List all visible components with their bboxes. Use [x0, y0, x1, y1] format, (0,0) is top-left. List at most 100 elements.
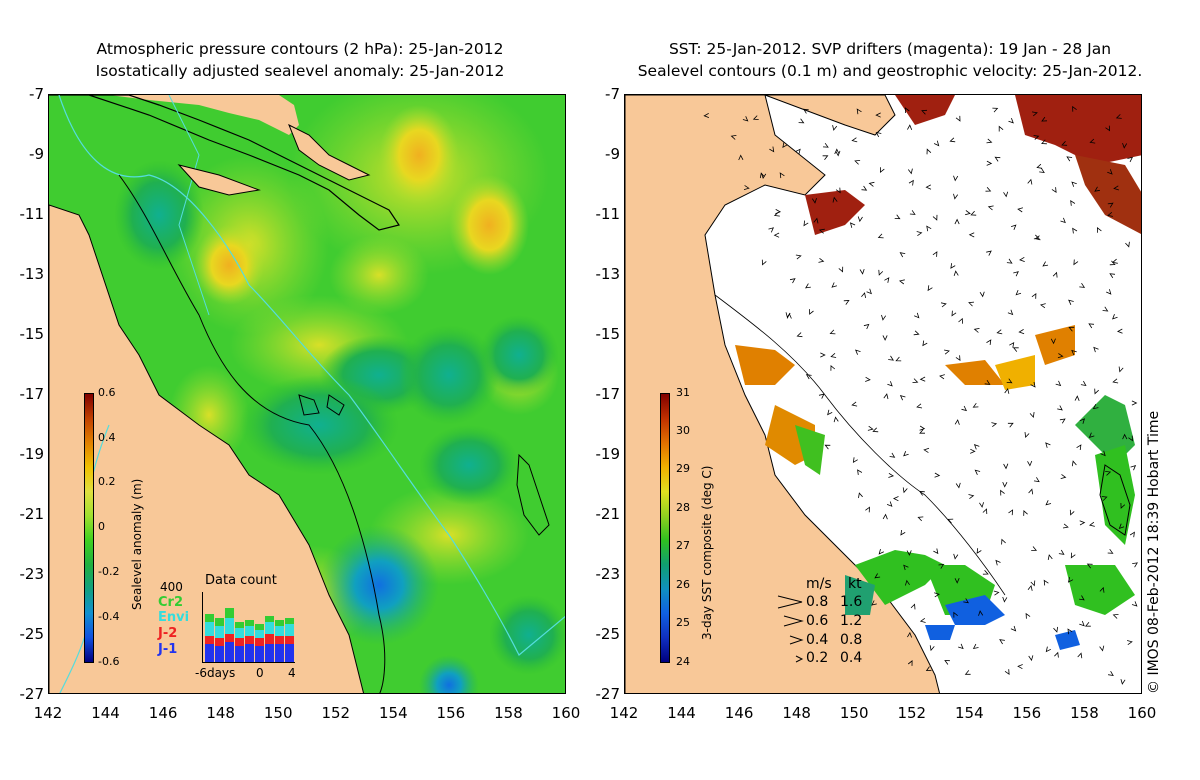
right-cb-tick-6: 25	[676, 616, 690, 629]
velocity-arrow	[1068, 299, 1074, 305]
velocity-arrow	[1006, 378, 1013, 384]
velocity-arrow	[923, 447, 930, 453]
velocity-arrow	[779, 172, 785, 179]
left-lat-tick-0: -7	[29, 85, 44, 103]
velocity-arrow	[761, 173, 767, 180]
velocity-arrow	[1030, 580, 1036, 587]
velocity-arrow	[953, 193, 959, 200]
velocity-arrow	[857, 469, 863, 475]
velocity-arrow	[953, 553, 959, 560]
velocity-arrow	[1071, 460, 1077, 467]
velocity-arrow	[921, 109, 928, 115]
velocity-arrow	[1074, 395, 1080, 401]
velocity-arrow	[951, 310, 957, 317]
velocity-arrow	[916, 403, 923, 409]
right-cb-tick-5: 26	[676, 578, 690, 591]
velocity-arrow	[1069, 509, 1075, 516]
velocity-arrow	[1067, 628, 1073, 635]
velocity-arrow	[996, 329, 1003, 335]
velocity-arrow	[851, 137, 858, 143]
velocity-arrow	[1106, 289, 1112, 295]
velocity-arrow	[1042, 261, 1049, 267]
left-lat-tick-7: -21	[19, 505, 45, 523]
right-lon-tick-6: 154	[955, 704, 984, 722]
velocity-arrow	[831, 282, 838, 288]
velocity-arrow	[1041, 139, 1047, 145]
speed-row-0-ms: 0.8	[806, 594, 829, 610]
velocity-arrow	[820, 352, 826, 358]
right-lat-tick-8: -23	[595, 565, 621, 583]
velocity-arrow	[905, 579, 910, 586]
velocity-arrow	[1112, 378, 1119, 384]
velocity-arrow	[703, 113, 710, 118]
velocity-arrow	[835, 187, 841, 194]
left-cb-tick-2: 0.2	[98, 475, 116, 488]
velocity-arrow	[832, 196, 838, 203]
left-title-line1: Atmospheric pressure contours (2 hPa): 2…	[96, 40, 504, 58]
velocity-arrow	[786, 312, 792, 319]
sealevel-anomaly-map-svg	[49, 95, 565, 693]
velocity-arrow	[916, 231, 923, 237]
right-lon-tick-4: 150	[839, 704, 869, 722]
speed-row-3-kt: 0.4	[840, 650, 863, 666]
velocity-arrow	[986, 250, 992, 256]
velocity-arrow	[1109, 273, 1116, 279]
velocity-arrow	[835, 150, 841, 157]
velocity-arrow	[1073, 259, 1079, 266]
velocity-arrow	[984, 379, 991, 385]
velocity-arrow	[1122, 142, 1128, 149]
right-lon-tick-8: 158	[1070, 704, 1099, 722]
velocity-arrow	[949, 137, 956, 143]
right-cb-tick-0: 31	[676, 386, 690, 399]
velocity-arrow	[1003, 191, 1009, 198]
velocity-arrow	[878, 269, 884, 276]
histogram-bars	[205, 608, 294, 662]
velocity-arrow	[972, 402, 979, 408]
velocity-arrow	[805, 283, 811, 289]
velocity-arrow	[927, 285, 933, 292]
left-lat-tick-4: -15	[19, 325, 45, 343]
velocity-arrow	[1094, 186, 1100, 192]
velocity-arrow	[1118, 366, 1124, 373]
velocity-arrow	[1132, 562, 1138, 568]
velocity-arrow	[1079, 620, 1085, 627]
velocity-arrow	[972, 643, 979, 650]
velocity-arrow	[1080, 380, 1087, 387]
velocity-arrow	[798, 118, 805, 124]
velocity-arrow	[1112, 314, 1118, 320]
velocity-arrow	[1084, 622, 1091, 627]
velocity-arrow	[1071, 349, 1077, 356]
velocity-arrow	[849, 222, 856, 228]
right-cb-tick-3: 28	[676, 501, 690, 514]
velocity-arrow	[925, 666, 932, 672]
velocity-arrow	[1051, 187, 1057, 194]
velocity-arrow	[919, 617, 926, 623]
velocity-arrow	[1030, 381, 1036, 388]
velocity-arrow	[1045, 646, 1051, 653]
velocity-arrow	[889, 452, 896, 458]
velocity-arrow	[1111, 258, 1118, 264]
velocity-arrow	[1127, 156, 1134, 163]
velocity-arrow	[958, 317, 963, 324]
speed-row-1-kt: 1.2	[840, 613, 863, 629]
velocity-arrow	[1028, 488, 1034, 495]
left-lon-tick-3: 148	[206, 704, 235, 722]
velocity-arrow	[1060, 217, 1066, 224]
velocity-arrow	[865, 506, 870, 513]
velocity-arrow	[803, 108, 809, 114]
velocity-arrow	[944, 660, 950, 665]
speed-row-1-ms: 0.6	[806, 613, 829, 629]
velocity-arrow	[874, 573, 881, 579]
velocity-arrow	[919, 429, 925, 434]
velocity-arrow	[875, 112, 881, 118]
velocity-arrow	[982, 570, 989, 575]
data-count-xlabel-0: -6days	[195, 666, 236, 680]
sealevel-anomaly-map	[48, 94, 566, 694]
velocity-arrow	[743, 185, 750, 190]
velocity-arrow	[907, 124, 913, 130]
velocity-arrow	[970, 210, 977, 216]
data-count-title: Data count	[205, 573, 277, 588]
velocity-arrow	[1099, 645, 1105, 652]
velocity-arrow	[985, 187, 992, 192]
left-lat-tick-9: -25	[19, 625, 45, 643]
